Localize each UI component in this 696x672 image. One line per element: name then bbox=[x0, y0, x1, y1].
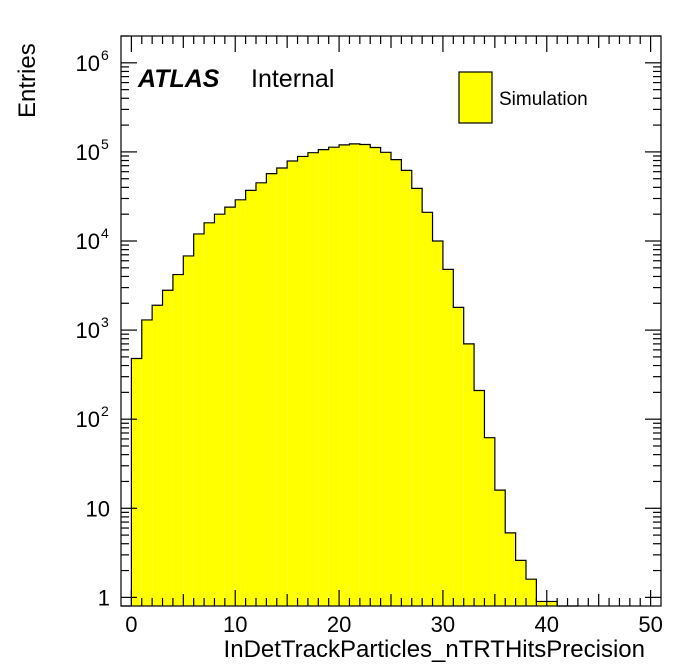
histogram-bar bbox=[214, 214, 225, 606]
x-tick-label: 0 bbox=[125, 612, 137, 637]
x-tick-label: 10 bbox=[223, 612, 247, 637]
histogram-bar bbox=[224, 207, 236, 606]
histogram-bar bbox=[349, 143, 360, 606]
histogram-bar bbox=[339, 144, 350, 607]
histogram-bars bbox=[131, 143, 558, 607]
histogram-bar bbox=[505, 532, 516, 606]
x-tick-label: 40 bbox=[535, 612, 559, 637]
histogram-bar bbox=[432, 241, 443, 606]
x-tick-label: 30 bbox=[431, 612, 455, 637]
histogram-bar bbox=[266, 173, 277, 606]
y-tick-label: 10 bbox=[86, 496, 110, 521]
y-tick-label: 10 bbox=[76, 229, 100, 254]
y-tick-exponent: 3 bbox=[101, 314, 109, 330]
histogram-bar bbox=[141, 319, 153, 606]
histogram-bar bbox=[474, 390, 485, 606]
histogram-bar bbox=[162, 290, 173, 606]
y-tick-label: 10 bbox=[76, 51, 100, 76]
atlas-label: ATLAS bbox=[137, 65, 220, 93]
y-tick-label: 10 bbox=[76, 407, 100, 432]
histogram-bar bbox=[370, 147, 381, 606]
histogram-bar bbox=[401, 170, 412, 606]
histogram-bar bbox=[380, 152, 391, 607]
y-tick-label: 1 bbox=[98, 585, 110, 610]
legend-entry-simulation: Simulation bbox=[499, 89, 588, 110]
x-tick-label: 50 bbox=[638, 612, 662, 637]
y-tick-exponent: 5 bbox=[101, 136, 109, 152]
histogram-bar bbox=[328, 147, 340, 606]
y-tick-label: 10 bbox=[76, 140, 100, 165]
atlas-status-label: Internal bbox=[251, 65, 334, 93]
histogram-bar bbox=[442, 269, 454, 606]
histogram-bar bbox=[131, 358, 142, 606]
histogram-bar bbox=[463, 343, 475, 606]
histogram-bar bbox=[183, 255, 194, 607]
histogram-bar bbox=[453, 307, 464, 606]
histogram-bar bbox=[391, 159, 402, 606]
axis-ticks bbox=[121, 35, 661, 606]
histogram-bar bbox=[287, 161, 298, 606]
histogram-bar bbox=[307, 152, 319, 606]
y-tick-exponent: 4 bbox=[101, 225, 109, 241]
histogram-bar bbox=[515, 560, 526, 606]
histogram-bar bbox=[152, 305, 163, 606]
histogram-bar bbox=[256, 182, 267, 606]
histogram-bar bbox=[536, 601, 547, 606]
y-tick-label: 10 bbox=[76, 318, 100, 343]
histogram-bar bbox=[204, 222, 215, 606]
x-axis-label: InDetTrackParticles_nTRTHitsPrecision bbox=[224, 636, 645, 663]
histogram-bar bbox=[526, 579, 537, 606]
legend-swatch bbox=[458, 71, 493, 124]
histogram-bar bbox=[297, 156, 308, 607]
histogram-bar bbox=[422, 212, 433, 607]
histogram-bar bbox=[172, 274, 184, 606]
histogram-bar bbox=[359, 144, 371, 606]
histogram-bar bbox=[235, 199, 246, 606]
histogram-bar bbox=[411, 188, 423, 606]
histogram-bar bbox=[276, 167, 288, 607]
y-tick-exponent: 2 bbox=[101, 403, 109, 419]
histogram-bar bbox=[193, 233, 205, 606]
x-tick-label: 20 bbox=[327, 612, 351, 637]
y-axis-label: Entries bbox=[14, 43, 41, 118]
y-tick-exponent: 6 bbox=[101, 47, 109, 63]
histogram-bar bbox=[318, 149, 329, 606]
histogram-outline bbox=[121, 143, 578, 607]
x-tick-labels: 0 10 20 30 40 50 bbox=[125, 612, 663, 637]
histogram-bar bbox=[484, 437, 495, 606]
histogram-bar bbox=[245, 190, 256, 606]
histogram-bar bbox=[494, 490, 506, 606]
histogram-bar bbox=[546, 601, 558, 606]
